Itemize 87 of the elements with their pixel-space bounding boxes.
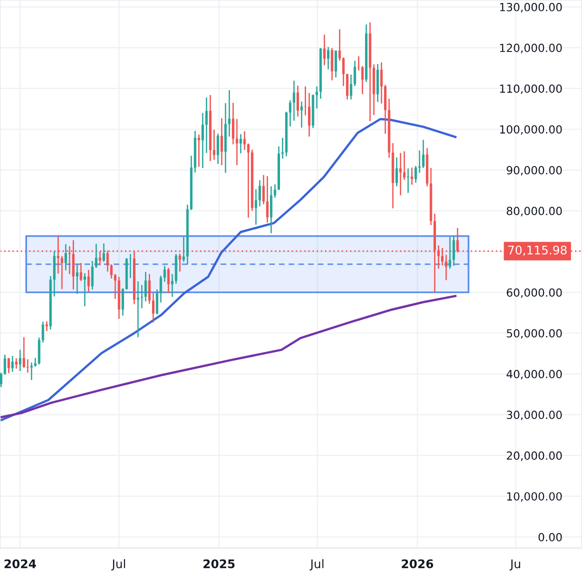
y-tick-label: 110,000.00: [500, 84, 562, 94]
candlestick: [163, 265, 166, 282]
candlestick: [136, 280, 140, 338]
candlestick: [232, 102, 234, 145]
candlestick: [288, 100, 292, 128]
candlestick: [444, 254, 448, 281]
candlestick: [91, 260, 94, 290]
candlestick: [102, 242, 106, 262]
candlestick: [296, 85, 300, 118]
candlestick: [228, 89, 231, 138]
candlestick: [414, 165, 417, 184]
y-tick-label: 100,000.00: [500, 125, 562, 135]
y-tick-label: 90,000.00: [506, 166, 562, 176]
candlestick: [220, 118, 223, 166]
candlestick: [308, 92, 310, 138]
candlestick: [76, 264, 78, 295]
candlestick: [410, 166, 414, 186]
candlestick: [148, 273, 151, 304]
y-tick-label: 40,000.00: [506, 370, 562, 380]
candlestick: [422, 139, 425, 169]
candlestick: [22, 336, 26, 368]
candlestick: [171, 273, 174, 298]
candlestick: [270, 186, 272, 234]
candlestick: [266, 176, 269, 224]
candlestick: [406, 168, 410, 194]
x-tick-label: 2025: [204, 559, 235, 568]
candlestick: [94, 243, 98, 269]
candlestick: [122, 288, 124, 316]
candlestick: [448, 236, 452, 270]
candlestick: [247, 142, 250, 218]
y-tick-label: 60,000.00: [506, 288, 562, 298]
candlestick: [182, 236, 185, 262]
candlestick: [144, 271, 147, 302]
candlestick: [201, 112, 204, 169]
candlestick: [129, 253, 132, 279]
candlestick: [167, 267, 170, 294]
line-series: [0, 118, 456, 422]
candlestick: [212, 129, 216, 160]
candlestick: [152, 292, 154, 324]
candlestick: [114, 273, 116, 300]
candlestick: [240, 134, 242, 154]
candlestick: [254, 188, 258, 226]
y-tick-label: 80,000.00: [506, 206, 562, 216]
candlestick: [46, 320, 48, 332]
candlestick: [84, 272, 86, 307]
candlestick: [0, 372, 2, 388]
x-tick-label: 2026: [402, 559, 434, 568]
x-tick-label: Ju: [510, 559, 520, 570]
y-tick-label: 50,000.00: [506, 329, 562, 339]
ref-line-label: 70,115.98: [508, 246, 567, 256]
candlestick: [64, 244, 67, 271]
candlestick: [258, 180, 261, 207]
candlestick: [7, 357, 10, 374]
candlestick: [4, 354, 6, 376]
candlestick: [110, 264, 113, 280]
y-tick-label: 120,000.00: [500, 44, 562, 54]
y-tick-label: 10,000.00: [507, 492, 562, 502]
candlestick: [327, 46, 330, 70]
candlestick: [15, 358, 18, 370]
x-tick-label: 2024: [4, 559, 36, 568]
candlestick: [323, 34, 326, 66]
candlestick: [216, 133, 220, 165]
candlestick: [330, 47, 334, 81]
candlestick: [87, 269, 90, 292]
y-tick-label: 130,000.00: [500, 2, 562, 12]
candlestick: [395, 156, 398, 187]
candlestick: [18, 349, 22, 372]
candlestick: [30, 362, 33, 381]
candlestick: [437, 244, 440, 270]
candlestick: [452, 235, 455, 266]
y-tick-label: 20,000.00: [506, 451, 562, 461]
candlestick: [316, 86, 318, 110]
candlestick: [384, 84, 387, 134]
x-tick-label: Jul: [310, 559, 324, 570]
y-tick-label: 30,000.00: [506, 410, 562, 420]
candlestick: [80, 262, 82, 282]
line-series: [0, 294, 456, 418]
candlestick: [304, 86, 307, 116]
y-tick-label: 0.00: [538, 532, 562, 542]
candlestick: [403, 150, 406, 180]
candlestick: [441, 247, 444, 266]
candlestick: [346, 73, 348, 100]
x-tick-label: Jul: [111, 559, 126, 570]
candlestick: [300, 100, 303, 128]
candlestick: [198, 134, 200, 168]
candlestick: [26, 358, 29, 374]
candlestick: [334, 50, 338, 78]
